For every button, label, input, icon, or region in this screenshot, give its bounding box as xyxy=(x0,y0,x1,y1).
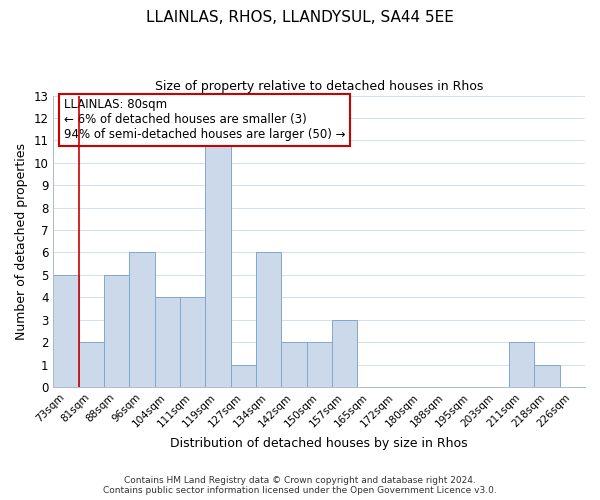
Bar xyxy=(256,252,281,387)
Bar xyxy=(155,298,180,387)
X-axis label: Distribution of detached houses by size in Rhos: Distribution of detached houses by size … xyxy=(170,437,468,450)
Bar xyxy=(307,342,332,387)
Bar xyxy=(205,140,230,387)
Title: Size of property relative to detached houses in Rhos: Size of property relative to detached ho… xyxy=(155,80,484,93)
Y-axis label: Number of detached properties: Number of detached properties xyxy=(15,143,28,340)
Text: LLAINLAS, RHOS, LLANDYSUL, SA44 5EE: LLAINLAS, RHOS, LLANDYSUL, SA44 5EE xyxy=(146,10,454,25)
Bar xyxy=(104,275,130,387)
Text: Contains HM Land Registry data © Crown copyright and database right 2024.
Contai: Contains HM Land Registry data © Crown c… xyxy=(103,476,497,495)
Bar xyxy=(180,298,205,387)
Text: LLAINLAS: 80sqm
← 6% of detached houses are smaller (3)
94% of semi-detached hou: LLAINLAS: 80sqm ← 6% of detached houses … xyxy=(64,98,346,142)
Bar xyxy=(535,364,560,387)
Bar xyxy=(53,275,79,387)
Bar xyxy=(130,252,155,387)
Bar xyxy=(79,342,104,387)
Bar xyxy=(230,364,256,387)
Bar xyxy=(281,342,307,387)
Bar xyxy=(332,320,357,387)
Bar xyxy=(509,342,535,387)
